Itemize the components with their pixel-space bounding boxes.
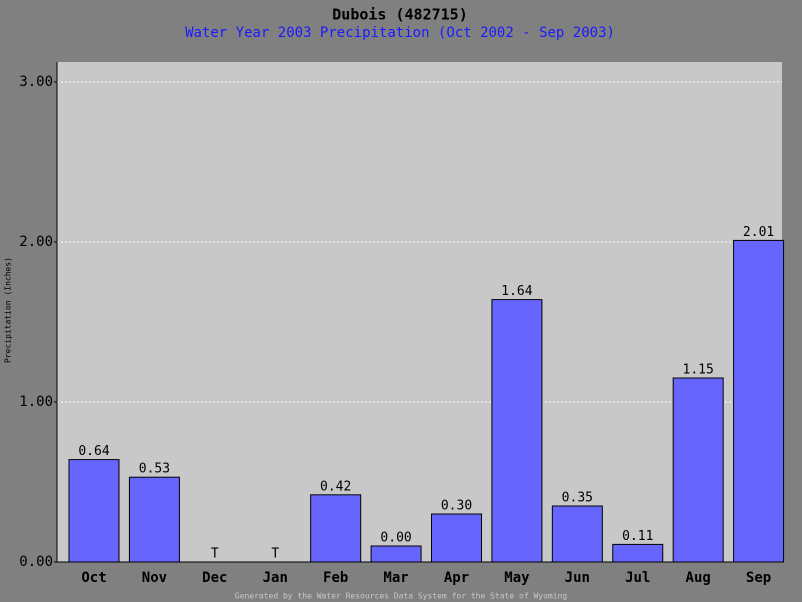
y-axis-label: Precipitation (Inches) [4, 257, 13, 363]
chart-title: Dubois (482715) [332, 6, 467, 24]
y-tick-label: 1.00 [19, 394, 53, 410]
x-tick-label: Sep [746, 570, 771, 586]
value-label: 0.00 [380, 531, 411, 546]
value-label: 0.11 [622, 529, 653, 544]
value-label: 0.53 [139, 462, 170, 477]
x-tick-label: Mar [383, 570, 408, 586]
x-tick-label: Apr [444, 570, 469, 586]
x-tick-label: Jun [565, 570, 590, 586]
y-tick-label: 3.00 [19, 74, 53, 90]
value-label: 2.01 [743, 225, 774, 240]
bar [370, 545, 422, 563]
bar [551, 505, 603, 563]
y-tick-label: 0.00 [19, 554, 53, 570]
bar [310, 494, 362, 563]
x-tick-label: Feb [323, 570, 348, 586]
x-tick-label: Aug [686, 570, 711, 586]
value-label: 0.42 [320, 479, 351, 494]
bar [733, 239, 785, 563]
value-label: 1.64 [501, 284, 532, 299]
x-tick-label: Oct [81, 570, 106, 586]
x-tick-label: Jul [625, 570, 650, 586]
bar [612, 543, 664, 563]
x-tick-label: Nov [142, 570, 167, 586]
bar [431, 513, 482, 563]
bar [128, 476, 180, 563]
value-label: 0.35 [562, 491, 593, 506]
bar [491, 299, 543, 563]
value-label: 0.64 [78, 444, 109, 459]
footer: Generated by the Water Resources Data Sy… [235, 592, 568, 601]
x-tick-label: Jan [263, 570, 288, 586]
x-tick-label: May [504, 570, 530, 586]
value-label: T [271, 547, 279, 562]
bar [672, 377, 724, 563]
y-tick-label: 2.00 [19, 234, 53, 250]
x-tick-label: Dec [202, 570, 227, 586]
value-label: 0.30 [441, 499, 472, 514]
chart-subtitle: Water Year 2003 Precipitation (Oct 2002 … [185, 25, 615, 41]
bar [68, 459, 120, 563]
value-label: 1.15 [683, 363, 714, 378]
value-label: T [211, 547, 219, 562]
